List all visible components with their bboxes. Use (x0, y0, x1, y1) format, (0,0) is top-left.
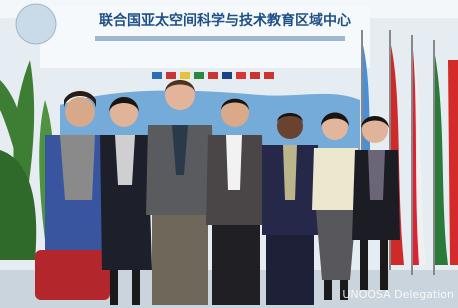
watermark-caption: UNOOSA Delegation (342, 288, 454, 301)
page: 联合国亚太空间科学与技术教育区域中心 (0, 0, 458, 308)
flag-strip (152, 72, 274, 79)
sign-title: 联合国亚太空间科学与技术教育区域中心 (99, 12, 351, 29)
un-emblem (16, 4, 56, 44)
photo: 联合国亚太空间科学与技术教育区域中心 (0, 0, 458, 308)
sign-subtitle-blur (95, 36, 345, 41)
